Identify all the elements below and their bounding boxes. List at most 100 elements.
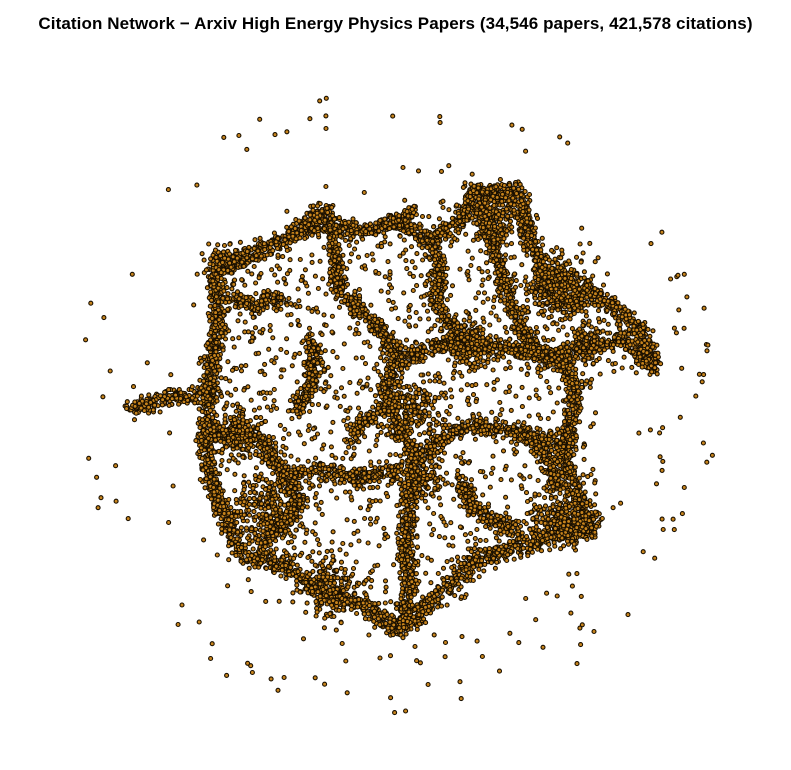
node [582, 489, 588, 495]
node [490, 555, 497, 561]
node [257, 235, 263, 241]
node [368, 230, 375, 236]
node [439, 587, 445, 593]
node [367, 226, 373, 232]
node [540, 242, 546, 248]
node [263, 565, 269, 571]
node [222, 528, 228, 534]
node [522, 188, 528, 195]
node [511, 324, 517, 330]
node [598, 291, 604, 297]
node [202, 485, 208, 491]
node [267, 560, 274, 566]
node [221, 503, 227, 510]
node [525, 553, 531, 559]
node [642, 337, 648, 343]
node [597, 296, 603, 302]
node [212, 368, 218, 374]
node [563, 397, 569, 403]
node [208, 289, 214, 295]
node [414, 498, 420, 505]
node [251, 245, 257, 251]
node [391, 224, 397, 230]
node [518, 192, 524, 198]
node [460, 184, 466, 190]
node [654, 342, 660, 348]
node [377, 217, 383, 223]
node [227, 527, 233, 533]
node [253, 253, 259, 259]
node [645, 326, 651, 332]
node [601, 298, 607, 304]
node [396, 522, 402, 529]
node [400, 228, 407, 234]
node [576, 497, 582, 503]
node [526, 207, 532, 213]
node [284, 224, 290, 230]
node [200, 467, 206, 473]
node [592, 291, 599, 297]
node [435, 596, 441, 603]
node [228, 535, 234, 541]
node [412, 236, 419, 242]
node [626, 312, 632, 318]
node [496, 547, 502, 553]
node [626, 326, 632, 333]
node [419, 553, 425, 559]
node [372, 601, 378, 607]
node [365, 611, 371, 617]
node [228, 505, 234, 511]
node [249, 256, 255, 262]
node [354, 239, 360, 245]
node [493, 257, 500, 263]
node [299, 572, 305, 578]
node [658, 361, 664, 367]
node [271, 550, 277, 556]
node [407, 512, 414, 518]
node [420, 609, 426, 615]
node [287, 240, 293, 246]
node [574, 397, 581, 403]
node [406, 609, 412, 615]
node [416, 612, 422, 618]
node [577, 419, 583, 425]
node [534, 541, 540, 547]
node [271, 230, 277, 236]
node [419, 238, 425, 244]
node [386, 226, 393, 232]
node [213, 345, 219, 351]
node [652, 360, 659, 366]
node [483, 260, 490, 266]
node [524, 252, 530, 258]
node [488, 560, 494, 566]
node [538, 548, 545, 554]
node [576, 475, 582, 481]
node [373, 232, 379, 238]
node [219, 521, 225, 527]
node [211, 333, 218, 339]
node [203, 476, 209, 482]
node [581, 456, 587, 462]
node [420, 594, 426, 600]
node [522, 317, 528, 324]
node [506, 182, 513, 188]
node [407, 589, 413, 595]
page-title: Citation Network − Arxiv High Energy Phy… [38, 14, 753, 33]
node [414, 516, 420, 522]
node [371, 618, 377, 624]
node [409, 579, 415, 585]
node [278, 573, 284, 579]
node [375, 616, 381, 622]
node [372, 624, 378, 630]
node [412, 618, 418, 624]
node [465, 198, 471, 204]
node [410, 528, 416, 534]
node [604, 291, 610, 297]
node [503, 543, 509, 549]
node [213, 294, 219, 300]
node [396, 625, 402, 631]
node [447, 587, 453, 593]
node [234, 536, 240, 542]
node [513, 299, 519, 305]
node [538, 247, 544, 253]
